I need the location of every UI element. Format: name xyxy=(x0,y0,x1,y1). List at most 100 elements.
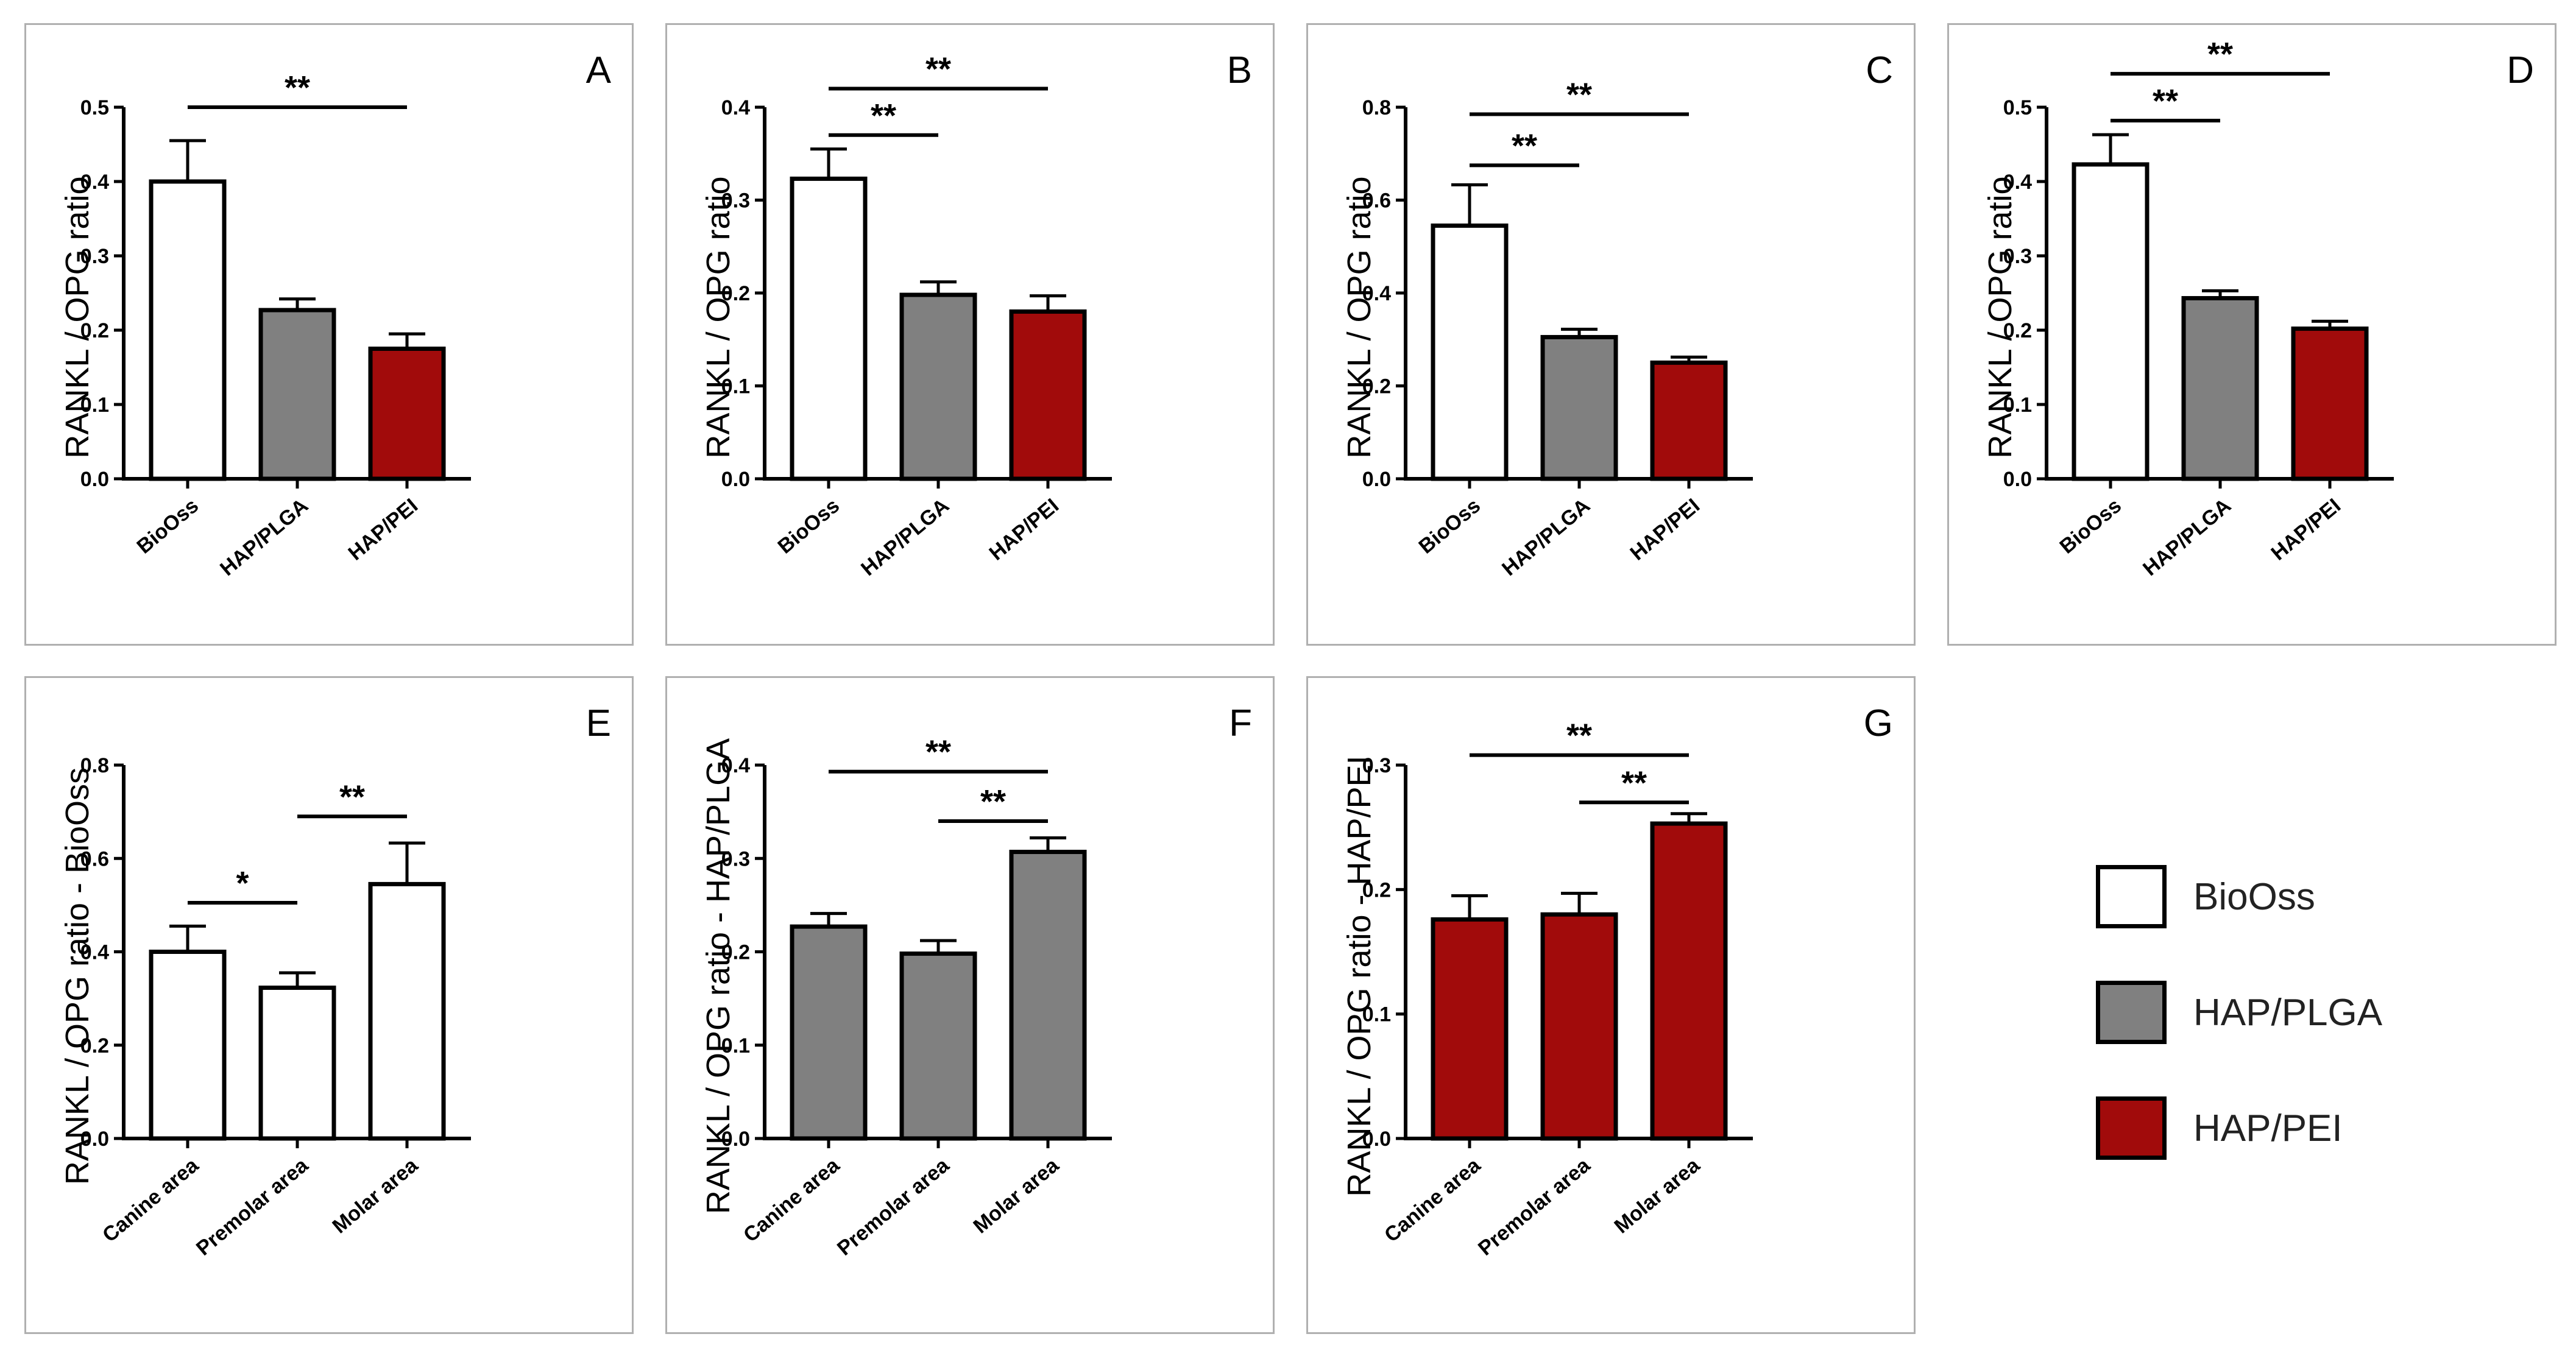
significance-label: ** xyxy=(980,783,1006,820)
category-label: BioOss xyxy=(774,494,844,559)
y-tick-label: 0.0 xyxy=(2003,468,2032,491)
chart-panel-F: F RANKL / OPG ratio - HAP/PLGA 0.0 0.1 0.2 0.… xyxy=(665,676,1275,1334)
bar xyxy=(2072,162,2150,481)
bar xyxy=(258,308,336,481)
significance-label: ** xyxy=(1566,718,1592,754)
y-tick-label: 0.3 xyxy=(721,189,750,213)
panel-letter: D xyxy=(2507,49,2534,91)
significance-label: ** xyxy=(285,69,310,106)
legend-label-hap-pei: HAP/PEI xyxy=(2193,1107,2343,1149)
legend: BioOss HAP/PLGA HAP/PEI xyxy=(2096,853,2437,1170)
category-label: HAP/PLGA xyxy=(857,494,954,581)
category-label: HAP/PEI xyxy=(1626,494,1704,565)
bar xyxy=(1540,334,1618,481)
y-tick-label: 0.3 xyxy=(721,847,750,870)
chart-svg-D: D RANKL / OPG ratio 0.0 0.1 0.2 0.3 0.4 0.5 BioO… xyxy=(1982,36,2534,581)
y-tick-label: 0.5 xyxy=(80,96,109,119)
chart-panel-D: D RANKL / OPG ratio 0.0 0.1 0.2 0.3 0.4 0.5 BioO… xyxy=(1947,23,2557,646)
y-tick-label: 0.1 xyxy=(721,1034,750,1057)
y-tick-label: 0.2 xyxy=(2003,319,2032,342)
category-label: Premolar area xyxy=(1474,1153,1595,1260)
chart-panel-E: E RANKL / OPG ratio - BioOss 0.0 0.2 0.4 0.6 0… xyxy=(24,676,634,1334)
legend-item-hap-plga: HAP/PLGA xyxy=(2096,981,2382,1044)
significance-label: ** xyxy=(925,51,951,88)
category-label: HAP/PEI xyxy=(344,494,422,565)
bar xyxy=(2291,327,2369,481)
bar xyxy=(1650,360,1728,481)
significance-label: ** xyxy=(871,97,896,134)
chart-svg-A: A RANKL / OPG ratio 0.0 0.1 0.2 0.3 0.4 0.5 BioO… xyxy=(59,49,612,581)
y-tick-label: 0.6 xyxy=(80,847,109,870)
y-tick-label: 0.5 xyxy=(2003,96,2032,119)
legend-swatch-bioss xyxy=(2096,865,2167,928)
bar xyxy=(1431,223,1509,481)
y-tick-label: 0.1 xyxy=(1362,1003,1391,1026)
y-tick-label: 0.2 xyxy=(721,941,750,964)
category-label: HAP/PLGA xyxy=(2139,494,2235,581)
bar xyxy=(368,347,446,481)
bar xyxy=(2181,296,2259,481)
significance-label: ** xyxy=(2207,36,2233,72)
category-label: HAP/PEI xyxy=(985,494,1063,565)
panel-letter: F xyxy=(1229,702,1252,744)
y-tick-label: 0.0 xyxy=(1362,1128,1391,1151)
bar xyxy=(790,176,868,481)
legend-item-hap-pei: HAP/PEI xyxy=(2096,1096,2343,1160)
category-label: Molar area xyxy=(1610,1153,1705,1238)
significance-label: ** xyxy=(925,734,951,771)
y-tick-label: 0.0 xyxy=(80,468,109,491)
y-axis-label: RANKL / OPG ratio xyxy=(700,176,737,458)
significance-label: ** xyxy=(339,778,365,815)
legend-swatch-hap-plga xyxy=(2096,981,2167,1044)
y-tick-label: 0.3 xyxy=(2003,245,2032,268)
bar xyxy=(899,951,977,1141)
panel-letter: E xyxy=(586,702,611,744)
panel-letter: B xyxy=(1227,49,1252,91)
y-tick-label: 0.3 xyxy=(80,245,109,268)
category-label: Molar area xyxy=(328,1153,423,1238)
bar xyxy=(899,292,977,481)
category-label: Canine area xyxy=(98,1153,203,1247)
y-tick-label: 0.4 xyxy=(1362,282,1391,305)
bar xyxy=(1431,917,1509,1141)
bar xyxy=(368,881,446,1141)
legend-swatch-hap-pei xyxy=(2096,1096,2167,1160)
category-label: BioOss xyxy=(133,494,203,559)
bar xyxy=(149,950,227,1141)
chart-panel-G: G RANKL / OPG ratio - HAP/PEI 0.0 0.1 0.2 0.3… xyxy=(1306,676,1916,1334)
y-tick-label: 0.3 xyxy=(1362,754,1391,777)
panel-letter: G xyxy=(1864,702,1893,744)
legend-label-bioss: BioOss xyxy=(2193,875,2315,918)
y-tick-label: 0.0 xyxy=(1362,468,1391,491)
bar xyxy=(1540,912,1618,1141)
y-tick-label: 0.4 xyxy=(721,754,750,777)
bar xyxy=(149,179,227,481)
significance-label: ** xyxy=(1566,76,1592,113)
chart-panel-C: C RANKL / OPG ratio 0.0 0.2 0.4 0.6 0.8 BioOss H… xyxy=(1306,23,1916,646)
y-tick-label: 0.4 xyxy=(80,941,109,964)
y-tick-label: 0.4 xyxy=(80,171,109,194)
category-label: BioOss xyxy=(2056,494,2126,559)
category-label: HAP/PLGA xyxy=(216,494,313,581)
category-label: HAP/PLGA xyxy=(1498,494,1594,581)
category-label: Premolar area xyxy=(833,1153,954,1260)
y-tick-label: 0.1 xyxy=(721,375,750,398)
significance-label: ** xyxy=(2153,83,2178,119)
y-tick-label: 0.2 xyxy=(721,282,750,305)
y-tick-label: 0.0 xyxy=(80,1128,109,1151)
y-axis-label: RANKL / OPG ratio xyxy=(1982,176,2019,458)
y-axis-label: RANKL / OPG ratio - HAP/PLGA xyxy=(700,738,737,1214)
y-axis-label: RANKL / OPG ratio - HAP/PEI xyxy=(1341,755,1378,1196)
y-tick-label: 0.1 xyxy=(2003,394,2032,417)
bar xyxy=(258,986,336,1141)
y-tick-label: 0.2 xyxy=(80,1034,109,1057)
y-axis-label: RANKL / OPG ratio xyxy=(59,176,96,458)
legend-label-hap-plga: HAP/PLGA xyxy=(2193,991,2383,1034)
category-label: HAP/PEI xyxy=(2266,494,2345,565)
y-tick-label: 0.0 xyxy=(721,468,750,491)
bar xyxy=(1650,821,1728,1141)
category-label: Canine area xyxy=(739,1153,844,1247)
